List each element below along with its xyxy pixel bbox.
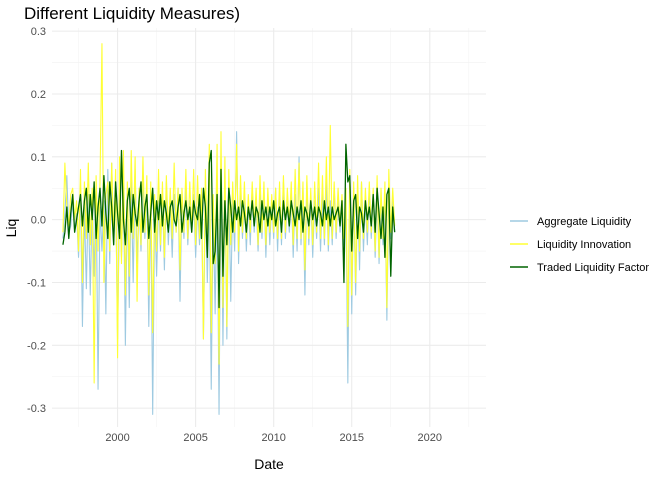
y-tick-label: -0.2 — [27, 340, 46, 352]
y-axis-title: Liq — [3, 219, 19, 238]
x-tick-label: 2005 — [183, 432, 207, 444]
legend-label: Liquidity Innovation — [537, 239, 631, 251]
y-tick-label: 0.2 — [31, 89, 46, 101]
y-tick-label: 0.3 — [31, 26, 46, 38]
x-tick-label: 2000 — [105, 432, 129, 444]
x-tick-label: 2020 — [418, 432, 442, 444]
y-tick-label: -0.1 — [27, 277, 46, 289]
legend-label: Traded Liquidity Factor — [537, 262, 649, 274]
series-line-traded-liquidity-factor — [62, 143, 396, 309]
x-tick-label: 2015 — [339, 432, 363, 444]
y-tick-label: 0.0 — [31, 215, 46, 227]
series-layer — [62, 43, 396, 415]
legend: Aggregate Liquidity Liquidity Innovation T… — [510, 216, 649, 274]
x-axis-title: Date — [254, 456, 284, 472]
x-axis-ticks: 2000 2005 2010 2015 2020 — [105, 432, 442, 444]
x-tick-label: 2010 — [261, 432, 285, 444]
chart-title: Different Liquidity Measures) — [24, 4, 240, 23]
y-axis-ticks: -0.3 -0.2 -0.1 0.0 0.1 0.2 0.3 — [27, 26, 46, 415]
grid — [52, 28, 486, 427]
y-tick-label: 0.1 — [31, 152, 46, 164]
y-tick-label: -0.3 — [27, 403, 46, 415]
legend-label: Aggregate Liquidity — [537, 216, 632, 228]
